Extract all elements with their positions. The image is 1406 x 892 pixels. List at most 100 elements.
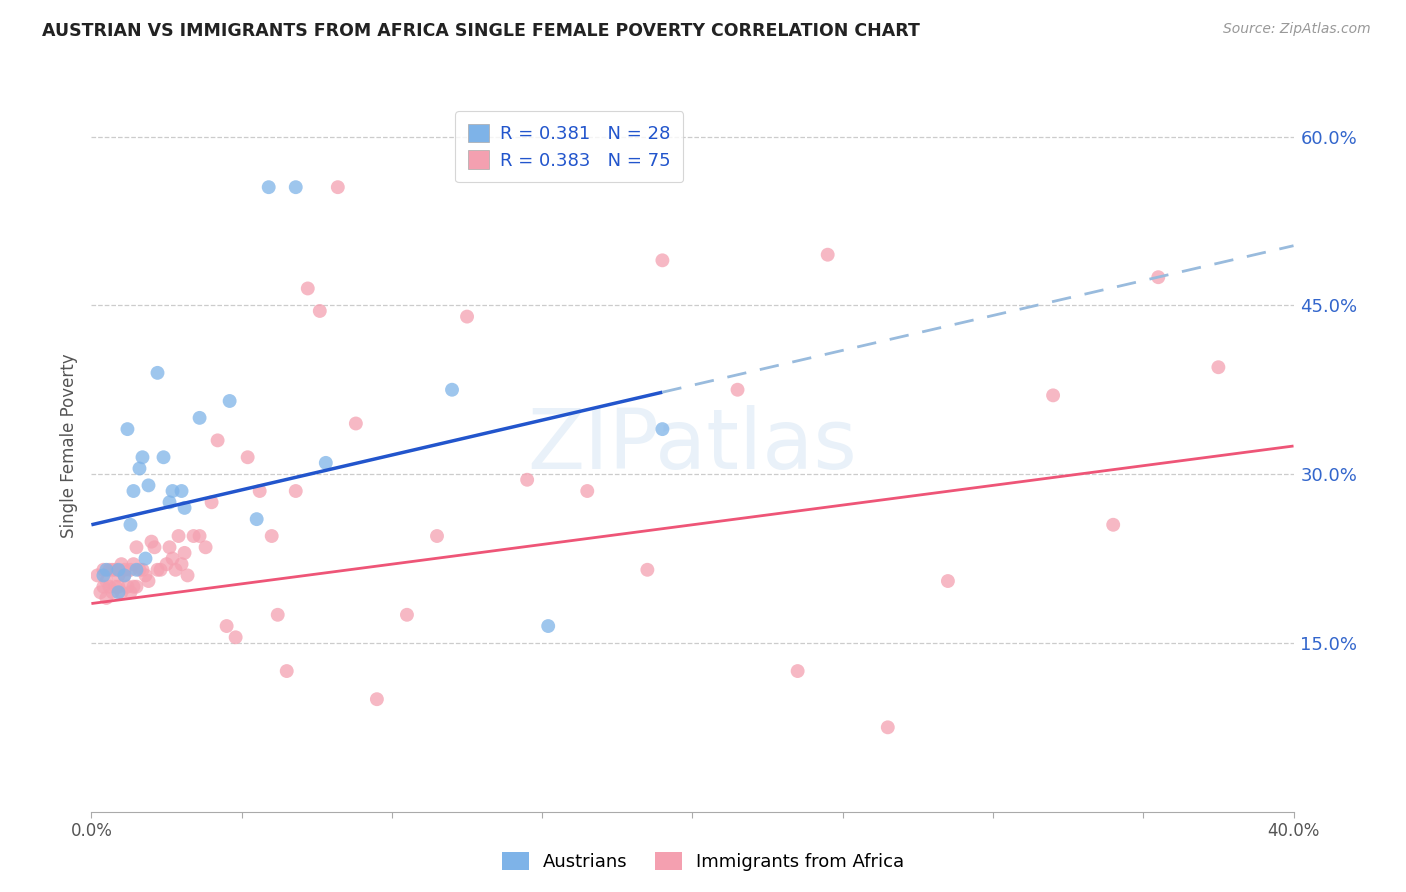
Point xyxy=(125,580,148,594)
Point xyxy=(366,692,388,706)
Point xyxy=(114,568,136,582)
Point xyxy=(96,591,118,605)
Point xyxy=(215,619,238,633)
Point xyxy=(131,450,153,465)
Point xyxy=(276,664,298,678)
Point xyxy=(120,585,142,599)
Point xyxy=(727,383,749,397)
Text: AUSTRIAN VS IMMIGRANTS FROM AFRICA SINGLE FEMALE POVERTY CORRELATION CHART: AUSTRIAN VS IMMIGRANTS FROM AFRICA SINGL… xyxy=(42,22,920,40)
Point xyxy=(138,478,160,492)
Point xyxy=(122,483,145,498)
Point xyxy=(120,517,142,532)
Point xyxy=(117,580,139,594)
Point xyxy=(651,422,673,436)
Point xyxy=(201,495,224,509)
Point xyxy=(125,541,148,555)
Point xyxy=(1042,388,1064,402)
Point xyxy=(104,580,127,594)
Point xyxy=(107,563,129,577)
Point xyxy=(107,568,129,582)
Point xyxy=(162,551,184,566)
Point xyxy=(93,580,115,594)
Point xyxy=(176,568,198,582)
Point xyxy=(576,483,599,498)
Point xyxy=(236,450,259,465)
Point xyxy=(817,248,839,262)
Point xyxy=(101,585,124,599)
Legend: Austrians, Immigrants from Africa: Austrians, Immigrants from Africa xyxy=(495,845,911,879)
Point xyxy=(165,563,187,577)
Point xyxy=(308,304,330,318)
Point xyxy=(143,541,166,555)
Point xyxy=(107,585,129,599)
Point xyxy=(537,619,560,633)
Text: Source: ZipAtlas.com: Source: ZipAtlas.com xyxy=(1223,22,1371,37)
Point xyxy=(260,529,283,543)
Point xyxy=(267,607,290,622)
Point xyxy=(110,557,132,571)
Point xyxy=(183,529,205,543)
Point xyxy=(125,563,148,577)
Point xyxy=(170,483,193,498)
Point xyxy=(152,450,174,465)
Point xyxy=(98,580,121,594)
Point xyxy=(315,456,337,470)
Point xyxy=(120,563,142,577)
Y-axis label: Single Female Poverty: Single Female Poverty xyxy=(59,354,77,538)
Point xyxy=(297,281,319,295)
Point xyxy=(257,180,280,194)
Point xyxy=(636,563,658,577)
Point xyxy=(218,394,240,409)
Point xyxy=(876,720,898,734)
Point xyxy=(155,557,177,571)
Text: ZIPatlas: ZIPatlas xyxy=(527,406,858,486)
Point xyxy=(159,541,181,555)
Point xyxy=(456,310,478,324)
Point xyxy=(284,180,307,194)
Point xyxy=(149,563,172,577)
Point xyxy=(284,483,307,498)
Point xyxy=(426,529,449,543)
Point xyxy=(173,500,195,515)
Point xyxy=(173,546,195,560)
Point xyxy=(96,574,118,588)
Point xyxy=(114,563,136,577)
Point xyxy=(131,563,153,577)
Point xyxy=(117,422,139,436)
Point xyxy=(225,630,247,644)
Point xyxy=(107,580,129,594)
Point xyxy=(188,529,211,543)
Point xyxy=(134,551,156,566)
Point xyxy=(128,461,150,475)
Point xyxy=(786,664,808,678)
Point xyxy=(344,417,367,431)
Point xyxy=(651,253,673,268)
Point xyxy=(167,529,190,543)
Point xyxy=(98,563,121,577)
Point xyxy=(146,366,169,380)
Point xyxy=(326,180,349,194)
Point xyxy=(936,574,959,588)
Point xyxy=(162,483,184,498)
Point xyxy=(86,568,108,582)
Point xyxy=(134,568,156,582)
Point xyxy=(159,495,181,509)
Point xyxy=(101,563,124,577)
Point xyxy=(440,383,463,397)
Point xyxy=(516,473,538,487)
Point xyxy=(89,585,111,599)
Point xyxy=(141,534,163,549)
Legend: R = 0.381   N = 28, R = 0.383   N = 75: R = 0.381 N = 28, R = 0.383 N = 75 xyxy=(456,112,683,183)
Point xyxy=(93,563,115,577)
Point xyxy=(104,563,127,577)
Point xyxy=(122,580,145,594)
Point xyxy=(93,568,115,582)
Point xyxy=(1208,360,1230,375)
Point xyxy=(122,557,145,571)
Point xyxy=(1102,517,1125,532)
Point xyxy=(96,563,118,577)
Point xyxy=(194,541,217,555)
Point xyxy=(395,607,418,622)
Point xyxy=(249,483,271,498)
Point xyxy=(138,574,160,588)
